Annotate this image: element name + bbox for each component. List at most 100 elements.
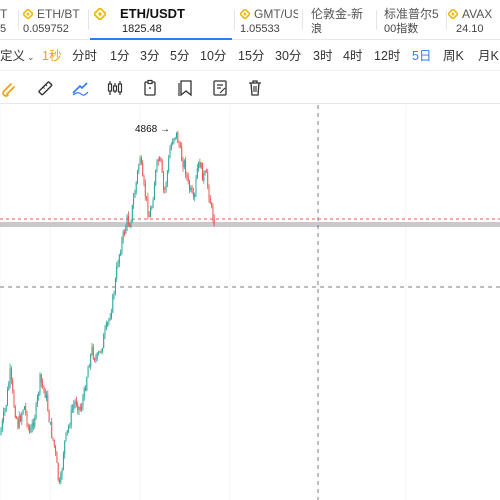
- interval-5d[interactable]: 5日: [412, 49, 432, 63]
- ticker-item-active[interactable]: ETH/USDT 1825.48: [90, 0, 232, 40]
- trash-icon[interactable]: [245, 78, 265, 98]
- price-chart[interactable]: 4868 →: [0, 105, 500, 500]
- candle-body: [62, 454, 64, 470]
- candle-body: [101, 348, 103, 352]
- candle-body: [46, 394, 47, 398]
- ticker-divider: [18, 10, 19, 30]
- candle-body: [146, 196, 148, 198]
- candle-body: [17, 418, 19, 428]
- candle-body: [16, 417, 18, 419]
- candle-body: [156, 160, 158, 170]
- candle-body: [69, 425, 71, 427]
- candle-body: [194, 193, 196, 197]
- candle-body: [52, 437, 54, 440]
- drawing-toolbar: [0, 72, 500, 104]
- ticker-item[interactable]: 标准普尔5 00指数: [384, 0, 444, 40]
- candle-body: [147, 197, 149, 216]
- ticker-price: 1.05533: [240, 23, 280, 35]
- candle-body: [42, 382, 44, 386]
- interval-week[interactable]: 周K: [443, 49, 464, 63]
- interval-3h[interactable]: 3时: [313, 49, 333, 63]
- candle-body: [172, 142, 174, 145]
- interval-15m[interactable]: 15分: [238, 49, 265, 63]
- note-icon[interactable]: [210, 78, 230, 98]
- candle-body: [23, 406, 25, 410]
- candle-body: [159, 157, 161, 161]
- candle-body: [59, 479, 60, 483]
- ticker-price: 5: [0, 23, 7, 35]
- interval-1m[interactable]: 1分: [110, 49, 130, 63]
- candle-body: [134, 192, 136, 198]
- candle-body: [191, 187, 193, 193]
- candle-body: [199, 161, 201, 168]
- candle-body: [100, 351, 102, 353]
- candle-body: [65, 432, 67, 441]
- candle-body: [14, 407, 16, 418]
- interval-10m[interactable]: 10分: [200, 49, 227, 63]
- candle-body: [112, 294, 114, 313]
- custom-interval-dropdown[interactable]: 定义 ⌄: [0, 49, 35, 64]
- candle-body: [29, 426, 31, 433]
- ticker-name: 标准普尔5: [384, 7, 439, 21]
- candle-body: [183, 160, 185, 168]
- candle-body: [203, 173, 205, 181]
- candle-body: [176, 132, 177, 138]
- candle-body: [126, 215, 128, 227]
- candle-body: [124, 231, 125, 234]
- candle-body: [91, 346, 93, 355]
- ticker-item[interactable]: ETH/BT 0.059752: [23, 0, 85, 40]
- candle-body: [53, 439, 55, 447]
- candle-body: [27, 425, 29, 427]
- ticker-item[interactable]: 伦敦金-新 浪: [311, 0, 373, 40]
- candle-body: [207, 172, 209, 186]
- candle-body: [90, 354, 92, 367]
- chevron-down-icon: ⌄: [27, 52, 35, 62]
- candle-body: [212, 205, 214, 219]
- candle-body: [170, 144, 172, 150]
- candle-body: [185, 160, 187, 174]
- candle-body: [192, 192, 194, 197]
- candle-body: [5, 405, 7, 410]
- draw-line-icon[interactable]: [70, 78, 90, 98]
- candle-body: [47, 394, 49, 411]
- ticker-item[interactable]: AVAX 24.10: [448, 0, 500, 40]
- magnet-icon[interactable]: [0, 78, 20, 98]
- ticker-name: ETH/BT: [37, 7, 80, 21]
- candle-body: [211, 203, 213, 206]
- candlestick-icon[interactable]: [105, 78, 125, 98]
- candle-body: [20, 416, 21, 422]
- candle-body: [55, 446, 57, 453]
- interval-3m[interactable]: 3分: [140, 49, 160, 63]
- candle-body: [152, 200, 154, 208]
- interval-time-share[interactable]: 分时: [72, 49, 98, 63]
- candle-body: [179, 145, 181, 147]
- candle-body: [137, 171, 138, 182]
- ruler-icon[interactable]: [35, 78, 55, 98]
- candle-body: [72, 408, 73, 410]
- candle-body: [3, 411, 5, 421]
- candle-body: [182, 160, 184, 168]
- clipboard-icon[interactable]: [140, 78, 160, 98]
- ticker-divider: [88, 10, 89, 30]
- candle-body: [169, 149, 171, 158]
- ticker-item[interactable]: GMT/US 1.05533: [240, 0, 298, 40]
- candle-body: [7, 389, 8, 406]
- candle-body: [122, 231, 124, 240]
- candle-body: [168, 157, 170, 172]
- interval-12h[interactable]: 12时: [374, 49, 401, 63]
- candle-body: [86, 377, 88, 391]
- bookmark-icon[interactable]: [175, 78, 195, 98]
- interval-month[interactable]: 月K: [478, 49, 499, 63]
- candle-body: [105, 323, 107, 329]
- interval-30m[interactable]: 30分: [275, 49, 302, 63]
- interval-1s[interactable]: 1秒: [42, 49, 62, 63]
- candlestick-chart[interactable]: [0, 105, 500, 500]
- candle-body: [70, 409, 72, 426]
- binance-icon: [448, 9, 458, 19]
- interval-5m[interactable]: 5分: [170, 49, 190, 63]
- ticker-name: AVAX: [462, 7, 493, 21]
- ticker-item[interactable]: T 5: [0, 0, 18, 40]
- candle-body: [82, 398, 84, 408]
- interval-4h[interactable]: 4时: [343, 49, 363, 63]
- candle-body: [165, 183, 167, 190]
